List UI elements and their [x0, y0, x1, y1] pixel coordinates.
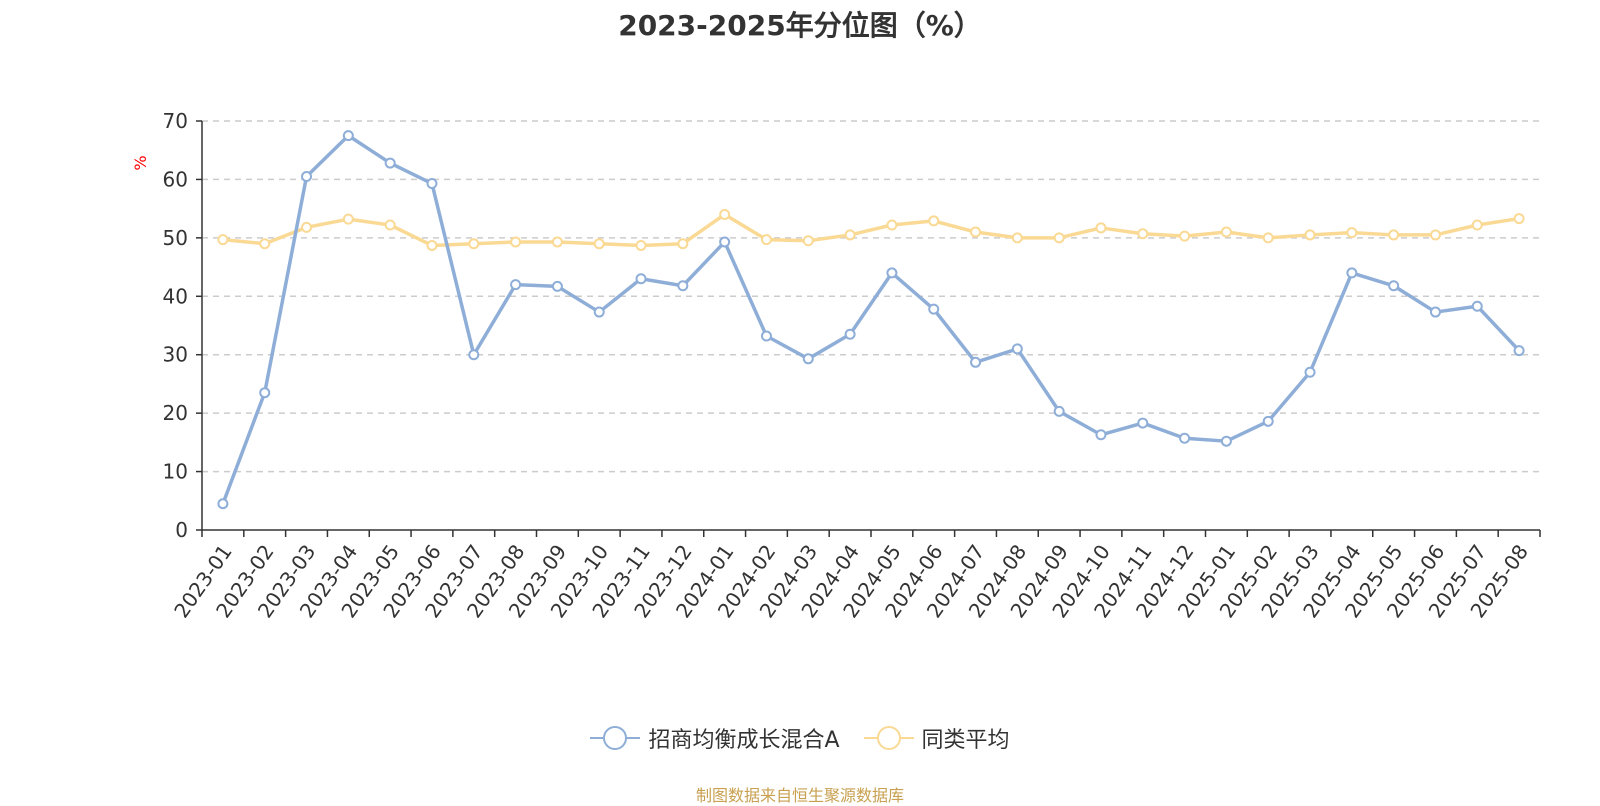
y-tick-label-7: 70 — [163, 109, 188, 133]
data-point-s1-27[interactable] — [1346, 227, 1358, 239]
y-axis-unit-label: % — [131, 155, 150, 170]
y-tick-label-6: 60 — [163, 167, 188, 191]
data-point-s1-5[interactable] — [426, 239, 438, 251]
legend-label-series-1: 同类平均 — [921, 728, 1010, 753]
series-0 — [217, 130, 1525, 510]
y-tick-label-0: 0 — [175, 518, 188, 542]
grid-lines — [202, 120, 1540, 473]
series-1 — [217, 208, 1525, 251]
y-tick-label-1: 10 — [163, 460, 188, 484]
data-point-s1-3[interactable] — [342, 213, 354, 225]
data-point-s1-13[interactable] — [760, 234, 772, 246]
data-point-s1-20[interactable] — [1053, 232, 1065, 244]
data-point-s1-22[interactable] — [1137, 228, 1149, 240]
data-point-s1-21[interactable] — [1095, 222, 1107, 234]
data-point-s1-8[interactable] — [551, 236, 563, 248]
data-point-s1-9[interactable] — [593, 238, 605, 250]
series-layer — [217, 130, 1525, 510]
data-point-s1-2[interactable] — [301, 221, 313, 233]
data-point-s1-10[interactable] — [635, 239, 647, 251]
data-point-s0-6[interactable] — [468, 349, 480, 361]
data-point-s0-25[interactable] — [1262, 415, 1274, 427]
data-point-s0-0[interactable] — [217, 498, 229, 510]
legend-label-series-0: 招商均衡成长混合A — [648, 728, 840, 753]
data-point-s0-28[interactable] — [1388, 280, 1400, 292]
data-point-s1-23[interactable] — [1179, 230, 1191, 242]
data-point-s0-11[interactable] — [677, 280, 689, 292]
data-point-s0-10[interactable] — [635, 273, 647, 285]
data-point-s0-5[interactable] — [426, 178, 438, 190]
data-point-s0-14[interactable] — [802, 353, 814, 365]
data-point-s0-24[interactable] — [1220, 435, 1232, 447]
legend-item-series-1[interactable]: 同类平均 — [863, 722, 1010, 754]
data-point-s1-31[interactable] — [1513, 213, 1525, 225]
data-point-s1-24[interactable] — [1220, 226, 1232, 238]
data-point-s0-21[interactable] — [1095, 429, 1107, 441]
data-point-s1-26[interactable] — [1304, 229, 1316, 241]
data-point-s0-30[interactable] — [1471, 300, 1483, 312]
chart-title: 2023-2025年分位图（%） — [618, 9, 982, 42]
legend: 招商均衡成长混合A 同类平均 — [0, 722, 1600, 754]
y-tick-label-5: 50 — [163, 226, 188, 250]
data-point-s0-18[interactable] — [970, 356, 982, 368]
data-point-s1-19[interactable] — [1011, 232, 1023, 244]
data-point-s0-16[interactable] — [886, 267, 898, 279]
y-tick-label-3: 30 — [163, 343, 188, 367]
y-tick-label-4: 40 — [163, 284, 188, 308]
data-point-s1-18[interactable] — [970, 226, 982, 238]
data-point-s0-8[interactable] — [551, 280, 563, 292]
axes: 0102030405060702023-012023-022023-032023… — [163, 109, 1541, 622]
data-point-s1-29[interactable] — [1429, 229, 1441, 241]
data-point-s0-22[interactable] — [1137, 417, 1149, 429]
data-point-s1-28[interactable] — [1388, 229, 1400, 241]
data-point-s0-26[interactable] — [1304, 366, 1316, 378]
data-point-s0-2[interactable] — [301, 171, 313, 183]
data-point-s0-23[interactable] — [1179, 432, 1191, 444]
data-point-s0-12[interactable] — [719, 236, 731, 248]
data-point-s1-14[interactable] — [802, 235, 814, 247]
data-point-s1-0[interactable] — [217, 234, 229, 246]
data-source-note: 制图数据来自恒生聚源数据库 — [695, 786, 904, 805]
data-point-s0-7[interactable] — [510, 279, 522, 291]
data-point-s0-31[interactable] — [1513, 345, 1525, 357]
data-point-s0-4[interactable] — [384, 157, 396, 169]
data-point-s0-27[interactable] — [1346, 267, 1358, 279]
data-point-s0-20[interactable] — [1053, 405, 1065, 417]
data-point-s0-1[interactable] — [259, 387, 271, 399]
data-point-s0-19[interactable] — [1011, 343, 1023, 355]
data-point-s1-16[interactable] — [886, 219, 898, 231]
data-point-s1-30[interactable] — [1471, 219, 1483, 231]
data-point-s0-15[interactable] — [844, 328, 856, 340]
legend-marker-icon-1 — [863, 726, 914, 750]
series-line-0 — [221, 133, 1521, 505]
data-point-s1-7[interactable] — [510, 236, 522, 248]
data-point-s0-3[interactable] — [342, 130, 354, 142]
legend-item-series-0[interactable]: 招商均衡成长混合A — [590, 722, 840, 754]
data-point-s0-9[interactable] — [593, 306, 605, 318]
data-point-s0-17[interactable] — [928, 303, 940, 315]
data-point-s1-11[interactable] — [677, 238, 689, 250]
data-point-s0-13[interactable] — [760, 330, 772, 342]
data-point-s1-1[interactable] — [259, 238, 271, 250]
data-point-s1-12[interactable] — [719, 208, 731, 220]
data-point-s1-6[interactable] — [468, 238, 480, 250]
y-tick-label-2: 20 — [163, 401, 188, 425]
series-line-1 — [222, 212, 1520, 248]
data-point-s0-29[interactable] — [1429, 306, 1441, 318]
data-point-s1-17[interactable] — [928, 215, 940, 227]
legend-marker-icon-0 — [590, 726, 641, 750]
data-point-s1-15[interactable] — [844, 229, 856, 241]
data-point-s1-25[interactable] — [1262, 232, 1274, 244]
data-point-s1-4[interactable] — [384, 219, 396, 231]
